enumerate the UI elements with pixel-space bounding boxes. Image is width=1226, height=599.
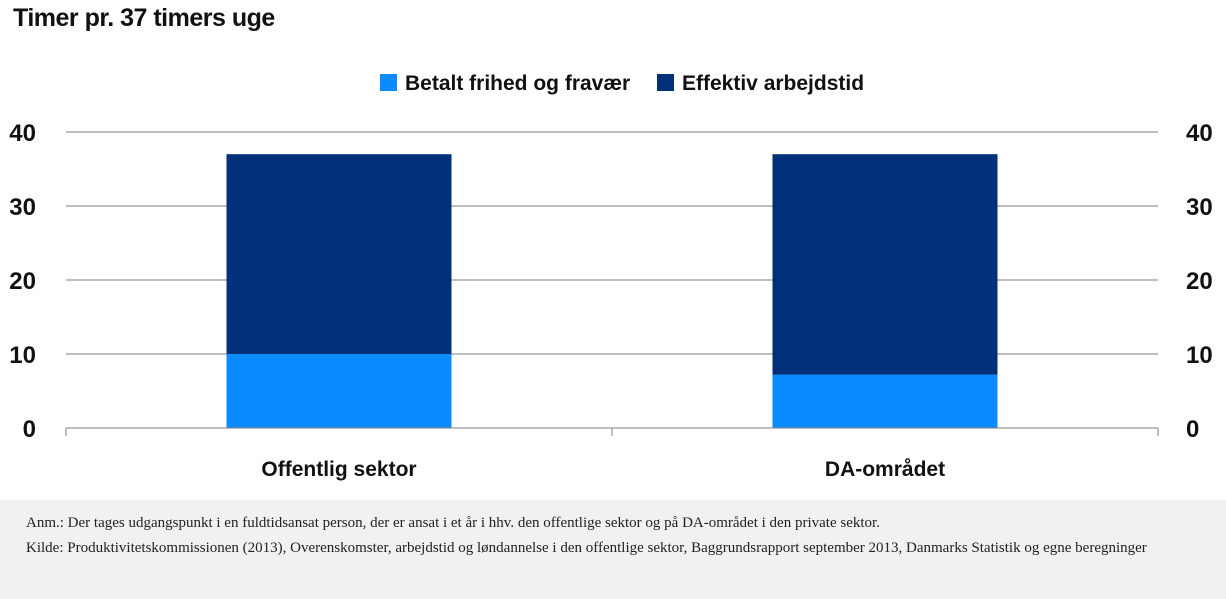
- y-tick-label-right: 30: [1186, 194, 1213, 221]
- legend-label: Effektiv arbejdstid: [682, 72, 864, 95]
- chart-title: Timer pr. 37 timers uge: [13, 4, 275, 32]
- note-anm: Anm.: Der tages udgangspunkt i en fuldti…: [26, 515, 880, 531]
- y-tick-label-right: 20: [1186, 268, 1213, 295]
- x-axis: [65, 427, 1159, 436]
- y-tick-label-left: 0: [23, 416, 36, 443]
- y-tick-label-left: 40: [9, 120, 36, 147]
- stacked-bar-chart: Betalt frihed og fravær Effektiv arbejdst…: [9, 72, 1213, 481]
- bar-segment: [772, 374, 998, 428]
- bar-segment: [226, 354, 452, 428]
- y-tick-label-right: 0: [1186, 416, 1199, 443]
- bars: [226, 154, 998, 428]
- y-tick-label-left: 20: [9, 268, 36, 295]
- y-axis-right: 0 10 20 30 40: [1186, 120, 1213, 443]
- y-tick-label-left: 30: [9, 194, 36, 221]
- legend-label: Betalt frihed og fravær: [405, 72, 630, 95]
- legend-swatch: [380, 74, 397, 91]
- legend: Betalt frihed og fravær Effektiv arbejdst…: [380, 72, 864, 95]
- legend-swatch: [657, 74, 674, 91]
- x-category-label: Offentlig sektor: [261, 458, 416, 481]
- y-tick-label-right: 40: [1186, 120, 1213, 147]
- y-tick-label-left: 10: [9, 342, 36, 369]
- y-axis-left: 0 10 20 30 40: [9, 120, 36, 443]
- x-axis-labels: Offentlig sektor DA-området: [261, 458, 945, 481]
- bar-segment: [226, 154, 452, 354]
- note-source: Kilde: Produktivitetskommissionen (2013)…: [26, 540, 1147, 556]
- y-tick-label-right: 10: [1186, 342, 1213, 369]
- x-category-label: DA-området: [825, 458, 945, 481]
- notes-box: Anm.: Der tages udgangspunkt i en fuldti…: [0, 500, 1226, 599]
- bar-segment: [772, 154, 998, 375]
